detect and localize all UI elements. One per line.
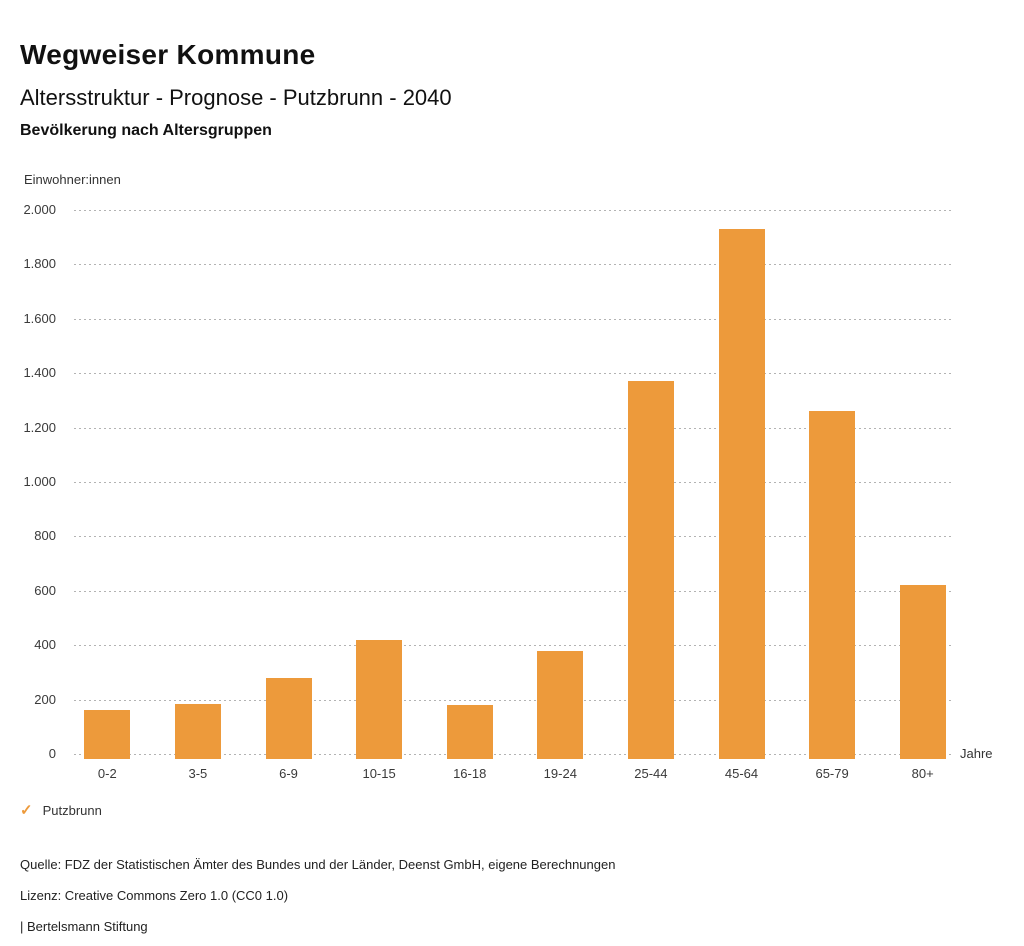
gridline-600: [74, 590, 954, 592]
gridline-1.800: [74, 264, 954, 266]
license-text: Lizenz: Creative Commons Zero 1.0 (CC0 1…: [20, 888, 289, 903]
y-tick-2.000: 2.000: [23, 202, 56, 217]
bar-25-44[interactable]: [627, 381, 674, 759]
bar-0-2[interactable]: [84, 710, 131, 759]
y-tick-1.000: 1.000: [23, 474, 56, 489]
gridline-0: [74, 754, 954, 755]
y-tick-800: 800: [34, 528, 56, 544]
gridline-200: [74, 699, 954, 701]
gridline-1.000: [74, 482, 954, 483]
gridline-1.600: [74, 318, 954, 320]
bar-10-15[interactable]: [356, 639, 403, 759]
y-tick-600: 600: [34, 582, 56, 598]
y-tick-1.200: 1.200: [23, 419, 56, 435]
y-axis-title: Einwohner:innen: [24, 172, 121, 187]
bar-16-18[interactable]: [446, 705, 493, 759]
x-tick-3-5: 3-5: [188, 766, 208, 781]
y-tick-200: 200: [34, 691, 56, 707]
source-text: Quelle: FDZ der Statistischen Ämter des …: [20, 857, 616, 872]
y-tick-1.600: 1.600: [23, 310, 56, 326]
legend-item-putzbrunn[interactable]: ✓ Putzbrunn: [20, 803, 102, 818]
chart-heading: Bevölkerung nach Altersgruppen: [20, 122, 272, 139]
gridline-1.400: [74, 373, 954, 375]
x-tick-80+: 80+: [911, 766, 934, 781]
y-tick-1.800: 1.800: [23, 256, 56, 272]
y-tick-1.400: 1.400: [23, 365, 56, 381]
x-tick-45-64: 45-64: [724, 766, 759, 781]
checkmark-icon: ✓: [20, 802, 33, 819]
page-subtitle: Altersstruktur - Prognose - Putzbrunn - …: [20, 85, 452, 111]
y-tick-0: 0: [48, 746, 56, 761]
bar-45-64[interactable]: [718, 229, 765, 759]
gridline-400: [74, 645, 954, 647]
y-tick-400: 400: [34, 637, 56, 653]
gridline-2.000: [74, 210, 954, 211]
x-tick-10-15: 10-15: [362, 766, 396, 781]
x-tick-0-2: 0-2: [97, 766, 117, 781]
x-tick-16-18: 16-18: [453, 766, 487, 781]
gridline-1.200: [74, 427, 954, 429]
bar-80+[interactable]: [899, 585, 946, 759]
x-tick-25-44: 25-44: [634, 766, 668, 781]
bar-19-24[interactable]: [537, 650, 584, 759]
x-tick-6-9: 6-9: [279, 766, 298, 781]
bar-65-79[interactable]: [809, 411, 856, 759]
x-tick-65-79: 65-79: [815, 766, 849, 781]
page-title: Wegweiser Kommune: [20, 38, 316, 70]
x-tick-19-24: 19-24: [543, 766, 577, 781]
x-axis-title: Jahre: [960, 746, 993, 761]
attribution-text: | Bertelsmann Stiftung: [20, 919, 148, 934]
bar-6-9[interactable]: [265, 677, 312, 759]
gridline-800: [74, 536, 954, 538]
legend-label: Putzbrunn: [42, 803, 102, 818]
bar-3-5[interactable]: [174, 703, 221, 759]
